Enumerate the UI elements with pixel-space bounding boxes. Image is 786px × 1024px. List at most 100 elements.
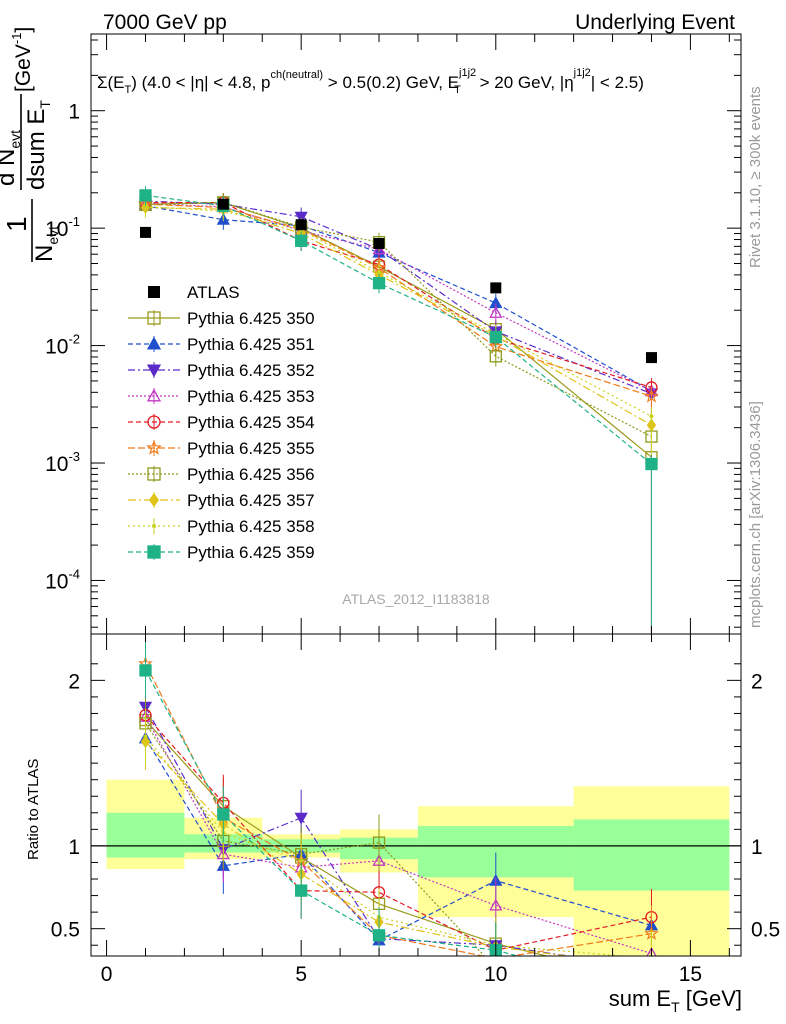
ratio-point xyxy=(649,956,653,960)
legend-item-4: Pythia 6.425 353 xyxy=(128,387,315,406)
series-line xyxy=(145,202,652,392)
legend-label: Pythia 6.425 359 xyxy=(187,543,315,562)
legend-marker xyxy=(149,492,159,508)
x-tick-label: 0 xyxy=(101,963,113,986)
legend-marker xyxy=(147,415,161,429)
ratio-line xyxy=(145,714,652,951)
ratio-line xyxy=(144,723,486,956)
ratio-point xyxy=(489,898,503,911)
header-left: 7000 GeV pp xyxy=(103,11,227,34)
series-line xyxy=(145,205,652,392)
atlas-data-point xyxy=(373,238,385,250)
atlas-data xyxy=(139,198,657,364)
x-tick-label: 15 xyxy=(679,963,702,986)
legend: ATLAS Pythia 6.425 350 Pythia 6.425 351 Pyt… xyxy=(128,283,315,562)
legend-marker xyxy=(152,524,156,528)
ratio-y-tick-label-right: 0.5 xyxy=(751,919,780,942)
legend-label: Pythia 6.425 356 xyxy=(187,465,315,484)
ratio-y-tick-label: 2 xyxy=(68,670,80,693)
legend-item-3: Pythia 6.425 352 xyxy=(128,361,315,380)
main-ylabel: 1 Nevt d Nevt dsum ET [GeV-1] xyxy=(0,27,61,262)
legend-item-2: Pythia 6.425 351 xyxy=(128,335,315,354)
x-axis-label: sum ET [GeV] xyxy=(609,986,742,1015)
plot-title: Σ(ET) (4.0 < |η| < 4.8, pch(neutral) > 0… xyxy=(97,67,644,96)
legend-label: Pythia 6.425 357 xyxy=(187,491,315,510)
legend-label: ATLAS xyxy=(187,283,240,302)
ratio-point xyxy=(372,836,386,849)
series-line xyxy=(145,206,652,426)
atlas-data-point xyxy=(139,226,151,238)
data-point xyxy=(489,306,503,318)
header-right: Underlying Event xyxy=(575,11,735,34)
legend-label: Pythia 6.425 352 xyxy=(187,361,315,380)
data-point xyxy=(489,350,502,363)
stat-uncertainty-band xyxy=(106,812,185,858)
ratio-line xyxy=(145,741,572,956)
y-tick-label: 10-4 xyxy=(45,566,80,593)
legend-item-5: Pythia 6.425 354 xyxy=(128,413,315,432)
data-point xyxy=(294,211,308,224)
main-panel: 10-4 10-3 10-2 10-1 1 Σ(ET) (4.0 < |η| < 4.8… xyxy=(0,27,742,635)
series-line xyxy=(145,203,652,397)
analysis-watermark: ATLAS_2012_I1183818 xyxy=(342,591,490,607)
legend-label: Pythia 6.425 351 xyxy=(187,335,315,354)
series-10 xyxy=(139,186,658,634)
legend-label: Pythia 6.425 353 xyxy=(187,387,315,406)
legend-marker xyxy=(147,467,161,481)
data-point xyxy=(645,457,658,471)
ratio-point xyxy=(295,884,308,897)
legend-marker xyxy=(146,336,162,350)
ratio-y-tick-label-right: 1 xyxy=(751,836,763,859)
atlas-data-point xyxy=(490,282,502,294)
ratio-point xyxy=(139,664,152,677)
x-tick-label: 10 xyxy=(484,963,507,986)
legend-item-1: Pythia 6.425 350 xyxy=(128,309,315,328)
legend-label: Pythia 6.425 358 xyxy=(187,517,315,536)
legend-label: Pythia 6.425 354 xyxy=(187,413,315,432)
ratio-y-tick-label-right: 2 xyxy=(751,670,763,693)
legend-item-atlas: ATLAS xyxy=(148,283,240,302)
ratio-point xyxy=(294,812,308,825)
legend-label: Pythia 6.425 355 xyxy=(187,439,315,458)
legend-marker xyxy=(148,286,160,298)
ratio-point xyxy=(143,734,148,739)
side-label-rivet: Rivet 3.1.10, ≥ 300k events xyxy=(747,86,764,268)
legend-item-6: Pythia 6.425 355 xyxy=(128,439,315,458)
ratio-y-tick-label: 1 xyxy=(68,836,80,859)
svg-text:dsum ET: dsum ET xyxy=(23,100,53,190)
data-point xyxy=(644,388,659,403)
ratio-point xyxy=(646,946,657,956)
ratio-y-tick-label: 0.5 xyxy=(51,919,80,942)
y-tick-label: 10-2 xyxy=(45,332,80,359)
ratio-ylabel: Ratio to ATLAS xyxy=(25,759,42,860)
side-label-mcplots: mcplots.cern.ch [arXiv:1306.3436] xyxy=(747,401,764,628)
legend-item-8: Pythia 6.425 357 xyxy=(128,491,315,510)
svg-text:d Nevt: d Nevt xyxy=(0,130,23,186)
ratio-point xyxy=(299,858,304,863)
x-tick-label: 5 xyxy=(295,963,307,986)
legend-marker xyxy=(146,388,162,402)
data-point xyxy=(143,204,148,209)
svg-text:1: 1 xyxy=(1,216,32,232)
legend-marker xyxy=(146,364,162,378)
atlas-data-point xyxy=(645,352,657,364)
ratio-point xyxy=(648,961,656,972)
ratio-panel: 0.5 0.5 1 1 2 2 0 5 10 15 Ratio to ATLAS sum ET [… xyxy=(25,633,780,1015)
data-point xyxy=(372,277,386,290)
legend-item-10: Pythia 6.425 359 xyxy=(128,543,315,562)
atlas-data-point xyxy=(295,219,307,231)
ratio-line xyxy=(144,670,520,956)
series-line xyxy=(145,194,652,465)
svg-text:[GeV-1]: [GeV-1] xyxy=(9,27,35,92)
ratio-point xyxy=(372,929,386,942)
data-point xyxy=(377,270,382,275)
legend-item-9: Pythia 6.425 358 xyxy=(128,517,315,536)
legend-marker xyxy=(147,545,161,559)
stat-uncertainty-band xyxy=(573,819,730,891)
legend-label: Pythia 6.425 350 xyxy=(187,309,315,328)
data-point xyxy=(295,234,308,247)
ratio-line xyxy=(144,737,652,942)
legend-marker xyxy=(146,439,162,455)
legend-item-7: Pythia 6.425 356 xyxy=(128,465,315,484)
ratio-line xyxy=(144,706,573,956)
